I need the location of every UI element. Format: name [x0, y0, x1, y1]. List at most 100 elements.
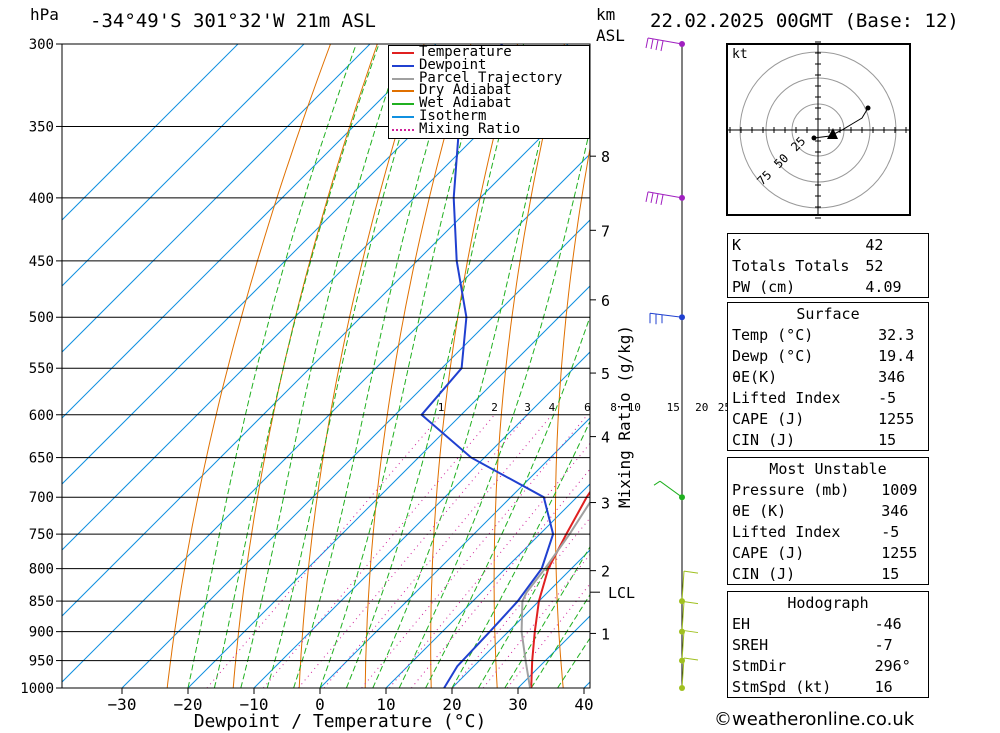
legend-item: Wet Adiabat: [389, 95, 589, 112]
km-tick-label: 4: [601, 429, 610, 447]
legend-swatch: [392, 90, 414, 93]
indices-row: EH -46: [728, 613, 928, 634]
dry-adiabat-line: [364, 44, 472, 688]
mixing-ratio-tick-label: 8: [610, 401, 617, 414]
mixing-ratio-line: [452, 517, 590, 688]
legend-item: Dry Adiabat: [389, 83, 589, 97]
dewpoint-profile: [420, 44, 555, 688]
isotherm-line: [62, 44, 239, 221]
legend-swatch: [392, 77, 414, 80]
dry-adiabat-line: [985, 44, 1000, 688]
hodograph-point: [811, 135, 817, 141]
hodograph-point: [865, 105, 871, 111]
isotherm-line: [451, 549, 590, 688]
km-tick-label: 3: [601, 495, 610, 513]
isotherm-line: [62, 44, 371, 353]
mixing-ratio-tick-label: 20: [695, 401, 708, 414]
indices-label: StmDir: [732, 656, 787, 675]
indices-value: 1255: [878, 409, 915, 428]
indices-row: Temp (°C) 32.3: [728, 324, 928, 345]
indices-row: Lifted Index -5: [728, 521, 928, 542]
isotherm-line: [62, 153, 590, 683]
indices-value: 15: [881, 564, 900, 583]
temperature-tick-label: 20: [442, 695, 461, 714]
pressure-tick-label: 600: [29, 408, 54, 424]
mixing-ratio-line: [361, 414, 588, 688]
mixing-ratio-line: [482, 553, 590, 688]
km-tick-label: 7: [601, 222, 610, 240]
isotherm-line: [121, 219, 590, 688]
legend-label: Parcel Trajectory: [419, 69, 563, 86]
indices-label: StmSpd (kt): [732, 677, 832, 696]
indices-row: CAPE (J) 1255: [728, 542, 928, 563]
km-tick-label: 8: [601, 148, 610, 166]
indices-row: CIN (J) 15: [728, 429, 928, 450]
pressure-tick-label: 800: [29, 562, 54, 578]
legend-label: Dewpoint: [419, 56, 487, 73]
pressure-tick-label: 300: [29, 37, 54, 53]
x-axis-title: Dewpoint / Temperature (°C): [194, 711, 487, 732]
legend-label: Mixing Ratio: [419, 120, 521, 137]
wet-adiabat-line: [451, 420, 590, 688]
wet-adiabat-line: [372, 44, 565, 688]
temperature-tick-label: 10: [376, 695, 395, 714]
legend-label: Wet Adiabat: [419, 95, 512, 112]
lcl-label: LCL: [608, 584, 635, 602]
indices-row: K 42: [728, 234, 906, 255]
indices-value: -5: [878, 388, 897, 407]
km-tick-label: 1: [601, 625, 610, 643]
indices-label: Totals Totals: [732, 256, 850, 275]
storm-motion-marker: [827, 128, 838, 139]
legend-swatch: [392, 115, 414, 118]
legend-item: Parcel Trajectory: [389, 69, 589, 86]
indices-value: 32.3: [878, 325, 915, 344]
mixing-ratio-line: [388, 442, 590, 688]
legend-swatch: [392, 103, 414, 106]
mixing-ratio-tick-label: 1: [438, 401, 445, 414]
indices-section-title: Surface: [796, 304, 860, 323]
wind-barb: [645, 37, 683, 52]
temperature-tick-label: 0: [315, 695, 325, 714]
indices-label: K: [732, 235, 742, 254]
indices-value: 42: [865, 235, 884, 254]
isotherm-line: [319, 417, 590, 688]
wet-adiabat-line: [398, 127, 590, 688]
legend-label: Isotherm: [419, 107, 487, 124]
temperature-tick-label: −10: [240, 695, 269, 714]
dry-adiabat-line: [936, 44, 1000, 688]
temperature-profile: [530, 490, 590, 688]
legend-label: Temperature: [419, 44, 512, 60]
indices-value: 346: [878, 367, 906, 386]
indices-label: Lifted Index: [732, 388, 841, 407]
pressure-tick-label: 900: [29, 625, 54, 641]
mixing-ratio-line: [262, 414, 495, 688]
pressure-tick-label: 500: [29, 310, 54, 326]
indices-section-title: Most Unstable: [769, 459, 887, 478]
km-tick-label: 5: [601, 365, 610, 383]
indices-value: 1009: [881, 480, 918, 499]
indices-label: θE(K): [732, 367, 778, 386]
temperature-tick-label: 40: [574, 695, 593, 714]
indices-most-unstable-panel: Most Unstable Pressure (mb) 1009 θE (K) 346 L…: [727, 457, 929, 585]
temperature-tick-label: −20: [174, 695, 203, 714]
wind-barb: [645, 191, 683, 205]
pressure-tick-label: 400: [29, 191, 54, 207]
indices-value: 296°: [874, 656, 911, 675]
wind-barb: [653, 480, 683, 498]
mixing-ratio-tick-label: 6: [584, 401, 591, 414]
indices-label: CIN (J): [732, 564, 796, 583]
hodograph-unit-label: kt: [732, 47, 748, 62]
parcel-trajectory-profile: [520, 500, 590, 688]
mixing-ratio-line: [323, 414, 553, 688]
legend-item: Dewpoint: [389, 56, 589, 73]
legend-item: Mixing Ratio: [389, 120, 589, 137]
indices-row: Totals Totals 52: [728, 255, 906, 276]
km-tick-label: 6: [601, 292, 610, 310]
wet-adiabat-line: [477, 490, 590, 688]
indices-general-panel: K 42 Totals Totals 52 PW (cm) 4.09: [727, 233, 929, 298]
indices-value: 52: [865, 256, 884, 275]
wind-barb: [649, 312, 683, 325]
wind-barb: [681, 630, 699, 661]
wet-adiabat-line: [187, 44, 357, 688]
wind-barb-profile: [645, 37, 699, 691]
